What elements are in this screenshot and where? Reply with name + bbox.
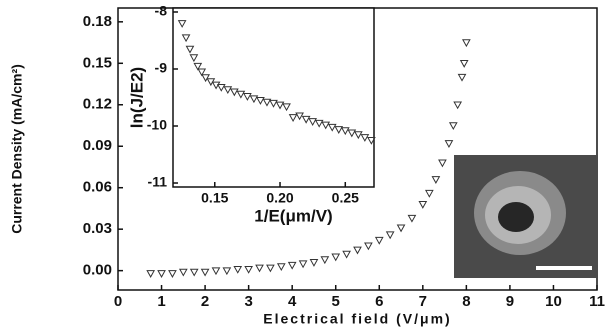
marker — [300, 261, 307, 267]
y-tick-label: 0.09 — [83, 137, 112, 154]
marker — [426, 190, 433, 196]
marker — [321, 257, 328, 263]
marker — [454, 102, 461, 108]
marker — [387, 232, 394, 238]
x-tick-label: 6 — [375, 293, 383, 310]
x-tick-label: 4 — [288, 293, 297, 310]
marker — [419, 201, 426, 207]
y-tick-label: 0.12 — [83, 96, 112, 113]
marker — [463, 40, 470, 46]
x-tick-label: 2 — [201, 293, 209, 310]
marker — [289, 262, 296, 268]
x-tick-label: 0.25 — [332, 190, 359, 206]
marker — [450, 123, 457, 129]
x-tick-label: 0.15 — [201, 190, 228, 206]
marker — [191, 269, 198, 275]
y-axis-label: Current Density (mA/cm²) — [9, 64, 25, 234]
y-tick-label: 0.15 — [83, 54, 112, 71]
marker — [459, 74, 466, 80]
x-axis-label: 1/E(μm/V) — [254, 206, 332, 225]
y-tick-label: -8 — [155, 3, 168, 19]
x-tick-label: 5 — [332, 293, 340, 310]
marker — [180, 269, 187, 275]
y-axis-label: ln(J/E2) — [127, 67, 146, 128]
y-tick-label: 0.06 — [83, 179, 112, 196]
marker — [245, 266, 252, 272]
marker — [439, 160, 446, 166]
marker — [234, 266, 241, 272]
x-tick-label: 11 — [589, 293, 605, 310]
x-tick-label: 8 — [462, 293, 470, 310]
marker — [398, 225, 405, 231]
marker — [354, 247, 361, 253]
y-tick-label: 0.03 — [83, 220, 112, 237]
marker — [223, 268, 230, 274]
marker — [408, 215, 415, 221]
y-tick-label: 0.00 — [83, 262, 112, 279]
marker — [267, 265, 274, 271]
y-tick-label: -11 — [148, 174, 168, 190]
marker — [332, 254, 339, 260]
sem-image — [454, 155, 598, 278]
plot-frame — [173, 8, 374, 187]
y-tick-label: -9 — [155, 60, 168, 76]
x-tick-label: 7 — [419, 293, 427, 310]
marker — [343, 251, 350, 257]
marker — [169, 271, 176, 277]
marker — [278, 264, 285, 270]
x-tick-label: 0.20 — [266, 190, 293, 206]
x-tick-label: 3 — [244, 293, 252, 310]
x-tick-label: 1 — [157, 293, 165, 310]
marker — [432, 177, 439, 183]
marker — [202, 269, 209, 275]
marker — [212, 268, 219, 274]
marker — [147, 271, 154, 277]
y-tick-label: 0.18 — [83, 13, 112, 30]
marker — [445, 141, 452, 147]
x-tick-label: 9 — [506, 293, 514, 310]
marker — [365, 243, 372, 249]
figure: 0 1 2 3 4 5 6 7 8 9 10 11 0.00 0.03 0.06 0.09 0.12 0.15 0.… — [0, 0, 609, 329]
marker — [461, 60, 468, 66]
x-axis-label: Electrical field (V/μm) — [263, 311, 451, 327]
marker — [158, 271, 165, 277]
x-tick-label: 0 — [114, 293, 122, 310]
marker — [256, 265, 263, 271]
x-tick-label: 10 — [545, 293, 562, 310]
y-tick-label: -10 — [147, 117, 167, 133]
marker — [376, 237, 383, 243]
marker — [310, 260, 317, 266]
